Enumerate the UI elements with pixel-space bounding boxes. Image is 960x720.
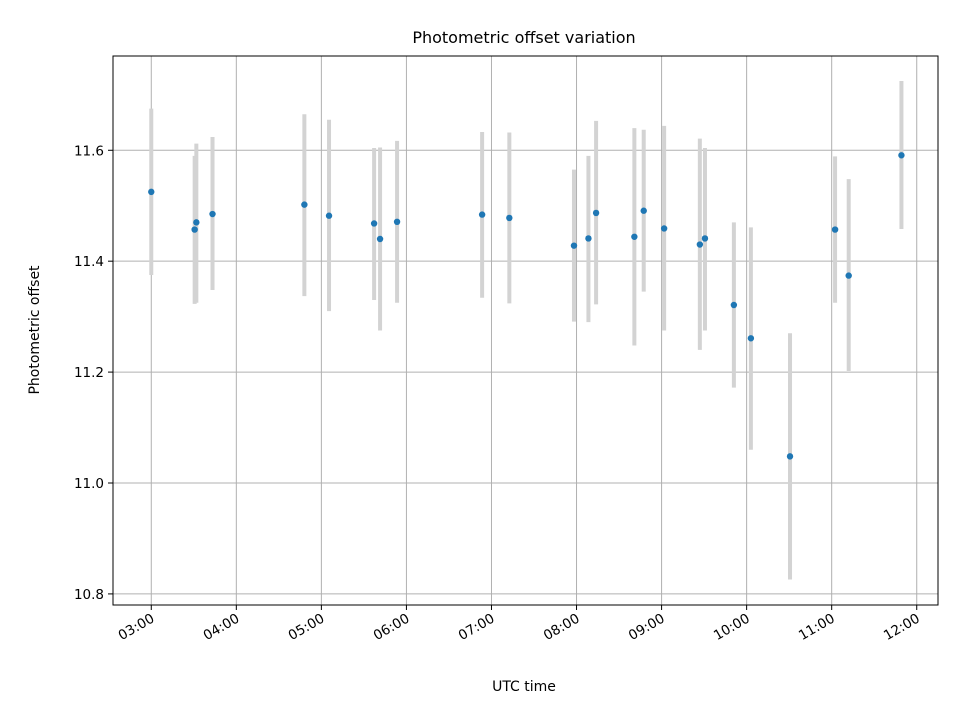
- y-tick-label: 11.0: [74, 476, 104, 492]
- data-point: [570, 242, 578, 249]
- data-point: [370, 220, 378, 227]
- x-axis-label: UTC time: [492, 679, 556, 695]
- data-point: [898, 152, 905, 159]
- y-tick-label: 11.6: [74, 143, 104, 159]
- data-point: [592, 209, 600, 217]
- plot-area-frame: [112, 55, 939, 606]
- grid-lines: [113, 56, 938, 605]
- data-point: [747, 335, 755, 342]
- data-point: [191, 226, 198, 233]
- data-point: [640, 207, 647, 214]
- data-point: [209, 210, 216, 218]
- data-point: [845, 272, 852, 279]
- data-points: [148, 152, 905, 460]
- chart-title: Photometric offset variation: [412, 28, 635, 47]
- y-tick-label: 10.8: [74, 587, 104, 603]
- data-point: [325, 212, 333, 219]
- y-tick-label: 11.2: [74, 365, 104, 381]
- data-point: [730, 301, 738, 309]
- data-point: [831, 226, 839, 233]
- data-point: [701, 235, 709, 242]
- data-point: [631, 233, 638, 240]
- data-point: [585, 235, 592, 242]
- data-point: [393, 218, 401, 226]
- data-point: [148, 188, 155, 196]
- data-point: [478, 211, 486, 218]
- data-point: [696, 241, 704, 248]
- data-point: [376, 235, 384, 243]
- data-point: [301, 201, 308, 208]
- y-axis-ticks: 10.8 11.0 11.2 11.4 11.6: [74, 143, 113, 603]
- data-point: [506, 214, 513, 222]
- data-point: [786, 453, 794, 460]
- y-tick-label: 11.4: [74, 254, 104, 270]
- y-axis-label: Photometric offset: [27, 265, 43, 395]
- data-point: [660, 225, 668, 232]
- data-point: [193, 219, 200, 226]
